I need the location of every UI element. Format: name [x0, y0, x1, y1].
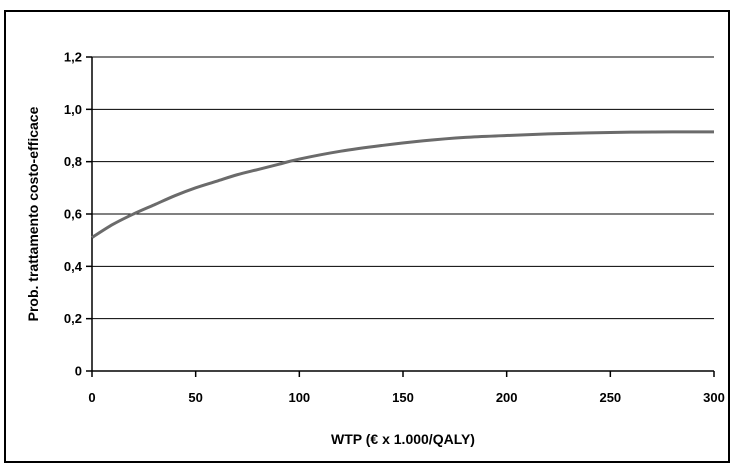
y-tick-label-2: 0,4	[64, 259, 83, 274]
y-axis-title: Prob. trattamento costo-efficace	[25, 106, 41, 321]
y-tick-label-6: 1,2	[64, 50, 82, 65]
series	[91, 130, 715, 239]
series-line-0	[91, 130, 715, 239]
x-tick-label-3: 150	[392, 390, 414, 405]
chart-frame	[4, 10, 730, 463]
y-tick-label-3: 0,6	[64, 207, 82, 222]
x-tick-label-0: 0	[88, 390, 95, 405]
x-tick-label-5: 250	[599, 390, 621, 405]
x-tick-label-2: 100	[288, 390, 310, 405]
x-tick-label-4: 200	[496, 390, 518, 405]
gridlines	[92, 56, 714, 320]
y-tick-label-1: 0,2	[64, 311, 82, 326]
x-tick-label-6: 300	[703, 390, 725, 405]
ticks: 0 0,2 0,4 0,6 0,8 1,0 1,2 0 50 100 150 200 250 300	[64, 50, 725, 406]
y-tick-label-0: 0	[75, 364, 82, 379]
y-tick-label-4: 0,8	[64, 154, 82, 169]
x-axis-title: WTP (€ x 1.000/QALY)	[331, 431, 475, 447]
x-tick-label-1: 50	[188, 390, 202, 405]
y-tick-label-5: 1,0	[64, 102, 82, 117]
